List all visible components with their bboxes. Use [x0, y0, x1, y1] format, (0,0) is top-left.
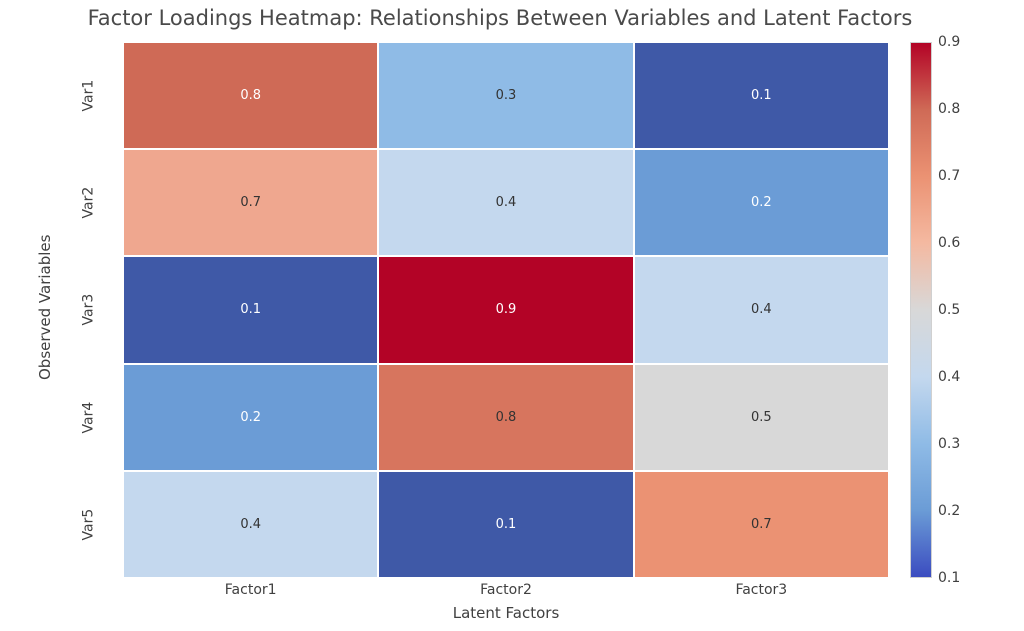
heatmap-cell: 0.2 [123, 364, 378, 471]
colorbar-tick-label: 0.7 [938, 168, 960, 184]
heatmap-cell: 0.1 [634, 42, 889, 149]
x-tick-label: Factor3 [634, 582, 889, 598]
colorbar-tick-label: 0.4 [938, 369, 960, 385]
heatmap-plot-area: 0.8 0.3 0.1 0.7 0.4 0.2 0.1 0.9 0.4 0.2 0.8 0.5 0.4 0… [123, 42, 889, 578]
heatmap-grid: 0.8 0.3 0.1 0.7 0.4 0.2 0.1 0.9 0.4 0.2 0.8 0.5 0.4 0… [123, 42, 889, 578]
cell-value: 0.4 [496, 195, 517, 210]
heatmap-cell: 0.4 [634, 256, 889, 363]
colorbar-tick-label: 0.8 [938, 101, 960, 117]
cell-value: 0.8 [240, 88, 261, 103]
y-tick-label: Var2 [34, 173, 141, 233]
cell-value: 0.3 [496, 88, 517, 103]
colorbar-tick-label: 0.2 [938, 503, 960, 519]
cell-value: 0.4 [751, 302, 772, 317]
y-tick-label: Var4 [34, 387, 141, 447]
heatmap-cell: 0.7 [123, 149, 378, 256]
x-tick-labels: Factor1Factor2Factor3 [123, 582, 889, 598]
colorbar-tick-label: 0.9 [938, 34, 960, 50]
cell-value: 0.1 [751, 88, 772, 103]
cell-value: 0.7 [240, 195, 261, 210]
cell-value: 0.2 [240, 410, 261, 425]
colorbar-tick-label: 0.6 [938, 235, 960, 251]
heatmap-cell: 0.1 [123, 256, 378, 363]
cell-value: 0.8 [496, 410, 517, 425]
heatmap-cell: 0.2 [634, 149, 889, 256]
heatmap-cell: 0.4 [123, 471, 378, 578]
colorbar-tick-label: 0.3 [938, 436, 960, 452]
heatmap-cell: 0.8 [378, 364, 633, 471]
cell-value: 0.1 [240, 302, 261, 317]
colorbar-tick-label: 0.5 [938, 302, 960, 318]
x-tick-label: Factor2 [378, 582, 633, 598]
colorbar-tick-label: 0.1 [938, 570, 960, 586]
colorbar-ticks: 0.10.20.30.40.50.60.70.80.9 [938, 42, 978, 578]
colorbar [910, 42, 932, 578]
cell-value: 0.5 [751, 410, 772, 425]
y-tick-label: Var1 [34, 66, 141, 126]
heatmap-cell: 0.1 [378, 471, 633, 578]
cell-value: 0.1 [496, 517, 517, 532]
cell-value: 0.2 [751, 195, 772, 210]
heatmap-cell: 0.3 [378, 42, 633, 149]
heatmap-cell: 0.7 [634, 471, 889, 578]
cell-value: 0.9 [496, 302, 517, 317]
heatmap-cell: 0.4 [378, 149, 633, 256]
y-tick-label: Var5 [34, 494, 141, 554]
colorbar-gradient [910, 42, 932, 578]
x-tick-label: Factor1 [123, 582, 378, 598]
cell-value: 0.7 [751, 517, 772, 532]
y-axis-label: Observed Variables [36, 235, 54, 380]
chart-title: Factor Loadings Heatmap: Relationships B… [0, 6, 1000, 30]
heatmap-cell: 0.8 [123, 42, 378, 149]
y-tick-labels: Var1Var2Var3Var4Var5 [58, 42, 118, 578]
x-axis-label: Latent Factors [123, 604, 889, 622]
heatmap-cell: 0.9 [378, 256, 633, 363]
cell-value: 0.4 [240, 517, 261, 532]
heatmap-cell: 0.5 [634, 364, 889, 471]
